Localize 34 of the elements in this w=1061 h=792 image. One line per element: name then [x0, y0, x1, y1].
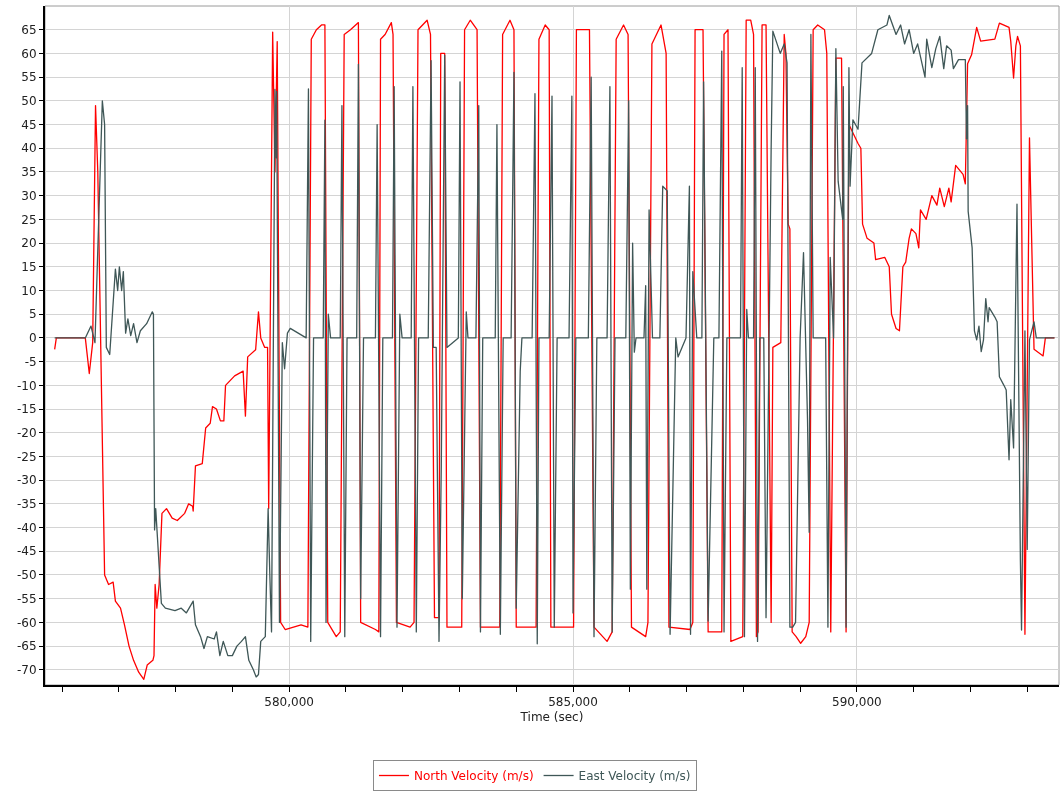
y-tick-label: 30	[21, 188, 37, 203]
y-tick-label: 50	[21, 94, 37, 109]
y-tick-label: 15	[21, 259, 37, 274]
x-tick-label: 580,000	[264, 695, 314, 710]
y-tick-label: 60	[21, 46, 37, 61]
legend-label: North Velocity (m/s)	[413, 769, 534, 784]
y-tick-label: -20	[16, 425, 37, 440]
x-axis-title: Time (sec)	[519, 709, 584, 724]
y-tick-label: 25	[21, 212, 37, 227]
y-tick-label: -55	[16, 591, 37, 606]
y-tick-label: -60	[16, 615, 37, 630]
y-tick-label: 40	[21, 141, 37, 156]
legend-label: East Velocity (m/s)	[578, 769, 691, 784]
y-tick-label: -15	[16, 402, 37, 417]
y-tick-label: -10	[16, 378, 37, 393]
y-tick-label: 55	[21, 70, 37, 85]
y-tick-label: -5	[24, 354, 37, 369]
y-tick-label: -25	[16, 449, 37, 464]
y-tick-label: 20	[21, 236, 37, 251]
y-tick-label: 10	[21, 283, 37, 298]
y-tick-label: -40	[16, 520, 37, 535]
y-tick-label: 35	[21, 165, 37, 180]
x-tick-label: 585,000	[548, 695, 598, 710]
y-tick-label: -30	[16, 473, 37, 488]
y-tick-label: -50	[16, 568, 37, 583]
y-tick-label: -65	[16, 639, 37, 654]
x-tick-label: 590,000	[832, 695, 882, 710]
y-tick-label: -45	[16, 544, 37, 559]
y-tick-label: -70	[16, 663, 37, 678]
y-tick-label: 65	[21, 22, 37, 37]
y-tick-label: -35	[16, 497, 37, 512]
y-tick-label: 0	[28, 331, 37, 346]
y-tick-label: 5	[28, 307, 37, 322]
y-tick-label: 45	[21, 117, 37, 132]
